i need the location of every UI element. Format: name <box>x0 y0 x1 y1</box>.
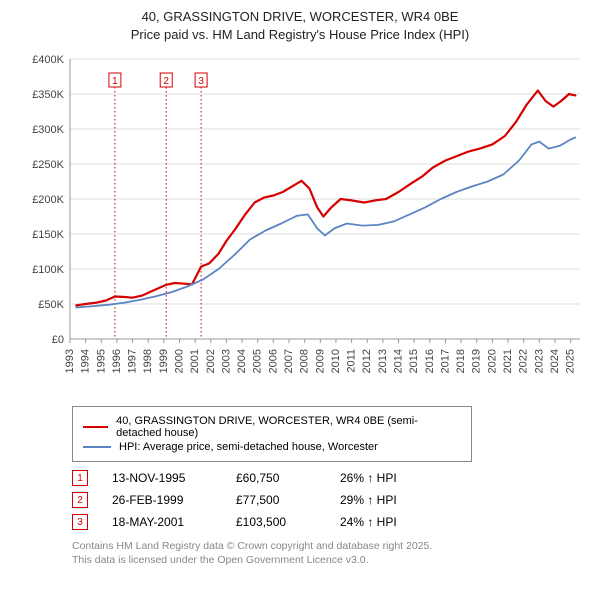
legend-label: 40, GRASSINGTON DRIVE, WORCESTER, WR4 0B… <box>116 415 461 439</box>
marker-label-1: 1 <box>112 76 118 87</box>
transaction-pct: 29% ↑ HPI <box>340 493 440 507</box>
x-tick-label: 2022 <box>518 349 530 373</box>
y-tick-label: £50K <box>38 299 64 311</box>
transaction-pct: 24% ↑ HPI <box>340 515 440 529</box>
x-tick-label: 1993 <box>64 349 76 373</box>
x-tick-label: 1996 <box>111 349 123 373</box>
transaction-price: £60,750 <box>236 471 316 485</box>
x-tick-label: 2016 <box>424 349 436 373</box>
x-tick-label: 2004 <box>236 349 248 373</box>
x-tick-label: 1999 <box>158 349 170 373</box>
x-tick-label: 2012 <box>361 349 373 373</box>
y-tick-label: £0 <box>52 334 64 346</box>
x-tick-label: 2018 <box>455 349 467 373</box>
transaction-marker: 2 <box>72 492 88 508</box>
x-tick-label: 2005 <box>252 349 264 373</box>
transaction-price: £103,500 <box>236 515 316 529</box>
transactions-table: 1 13-NOV-1995 £60,750 26% ↑ HPI 2 26-FEB-1999… <box>72 470 588 530</box>
x-tick-label: 2019 <box>471 349 483 373</box>
x-tick-label: 2015 <box>408 349 420 373</box>
legend-label: HPI: Average price, semi-detached house,… <box>119 441 378 453</box>
transaction-price: £77,500 <box>236 493 316 507</box>
x-tick-label: 2021 <box>502 349 514 373</box>
chart-area: £0 £50K £100K £150K £200K £250K £300K £350K £400… <box>12 51 588 396</box>
x-tick-label: 2003 <box>220 349 232 373</box>
x-tick-label: 2007 <box>283 349 295 373</box>
x-tick-label: 1994 <box>80 349 92 373</box>
y-tick-label: £250K <box>32 159 64 171</box>
legend-item: 40, GRASSINGTON DRIVE, WORCESTER, WR4 0B… <box>83 415 461 439</box>
x-tick-label: 2006 <box>267 349 279 373</box>
legend-swatch <box>83 426 108 428</box>
x-tick-label: 2001 <box>189 349 201 373</box>
title-line-1: 40, GRASSINGTON DRIVE, WORCESTER, WR4 0B… <box>12 8 588 26</box>
footer-attribution: Contains HM Land Registry data © Crown c… <box>72 540 588 567</box>
x-tick-label: 2011 <box>346 349 358 373</box>
x-tick-label: 2017 <box>439 349 451 373</box>
transaction-pct: 26% ↑ HPI <box>340 471 440 485</box>
x-tick-label: 2014 <box>393 349 405 373</box>
x-tick-label: 2023 <box>533 349 545 373</box>
transaction-row: 1 13-NOV-1995 £60,750 26% ↑ HPI <box>72 470 588 486</box>
legend-swatch <box>83 446 111 448</box>
transaction-marker: 3 <box>72 514 88 530</box>
marker-label-3: 3 <box>198 76 204 87</box>
x-tick-label: 2002 <box>205 349 217 373</box>
transaction-marker: 1 <box>72 470 88 486</box>
footer-line-1: Contains HM Land Registry data © Crown c… <box>72 540 588 554</box>
price-chart: £0 £50K £100K £150K £200K £250K £300K £350K £400… <box>12 51 588 391</box>
y-tick-label: £150K <box>32 229 64 241</box>
x-tick-label: 1998 <box>142 349 154 373</box>
y-tick-label: £300K <box>32 124 64 136</box>
x-tick-label: 2025 <box>565 349 577 373</box>
transaction-date: 18-MAY-2001 <box>112 515 212 529</box>
y-tick-label: £400K <box>32 54 64 66</box>
y-tick-label: £200K <box>32 194 64 206</box>
y-tick-label: £350K <box>32 89 64 101</box>
chart-title-block: 40, GRASSINGTON DRIVE, WORCESTER, WR4 0B… <box>12 8 588 43</box>
transaction-row: 3 18-MAY-2001 £103,500 24% ↑ HPI <box>72 514 588 530</box>
x-tick-label: 2024 <box>549 349 561 373</box>
x-tick-label: 1995 <box>95 349 107 373</box>
footer-line-2: This data is licensed under the Open Gov… <box>72 554 588 568</box>
chart-legend: 40, GRASSINGTON DRIVE, WORCESTER, WR4 0B… <box>72 406 472 462</box>
marker-label-2: 2 <box>163 76 169 87</box>
legend-item: HPI: Average price, semi-detached house,… <box>83 441 461 453</box>
y-tick-label: £100K <box>32 264 64 276</box>
x-tick-label: 2009 <box>314 349 326 373</box>
x-tick-label: 1997 <box>127 349 139 373</box>
x-tick-label: 2013 <box>377 349 389 373</box>
transaction-date: 26-FEB-1999 <box>112 493 212 507</box>
x-tick-label: 2008 <box>299 349 311 373</box>
x-tick-label: 2020 <box>486 349 498 373</box>
x-tick-label: 2000 <box>174 349 186 373</box>
transaction-row: 2 26-FEB-1999 £77,500 29% ↑ HPI <box>72 492 588 508</box>
transaction-date: 13-NOV-1995 <box>112 471 212 485</box>
x-tick-label: 2010 <box>330 349 342 373</box>
title-line-2: Price paid vs. HM Land Registry's House … <box>12 26 588 44</box>
